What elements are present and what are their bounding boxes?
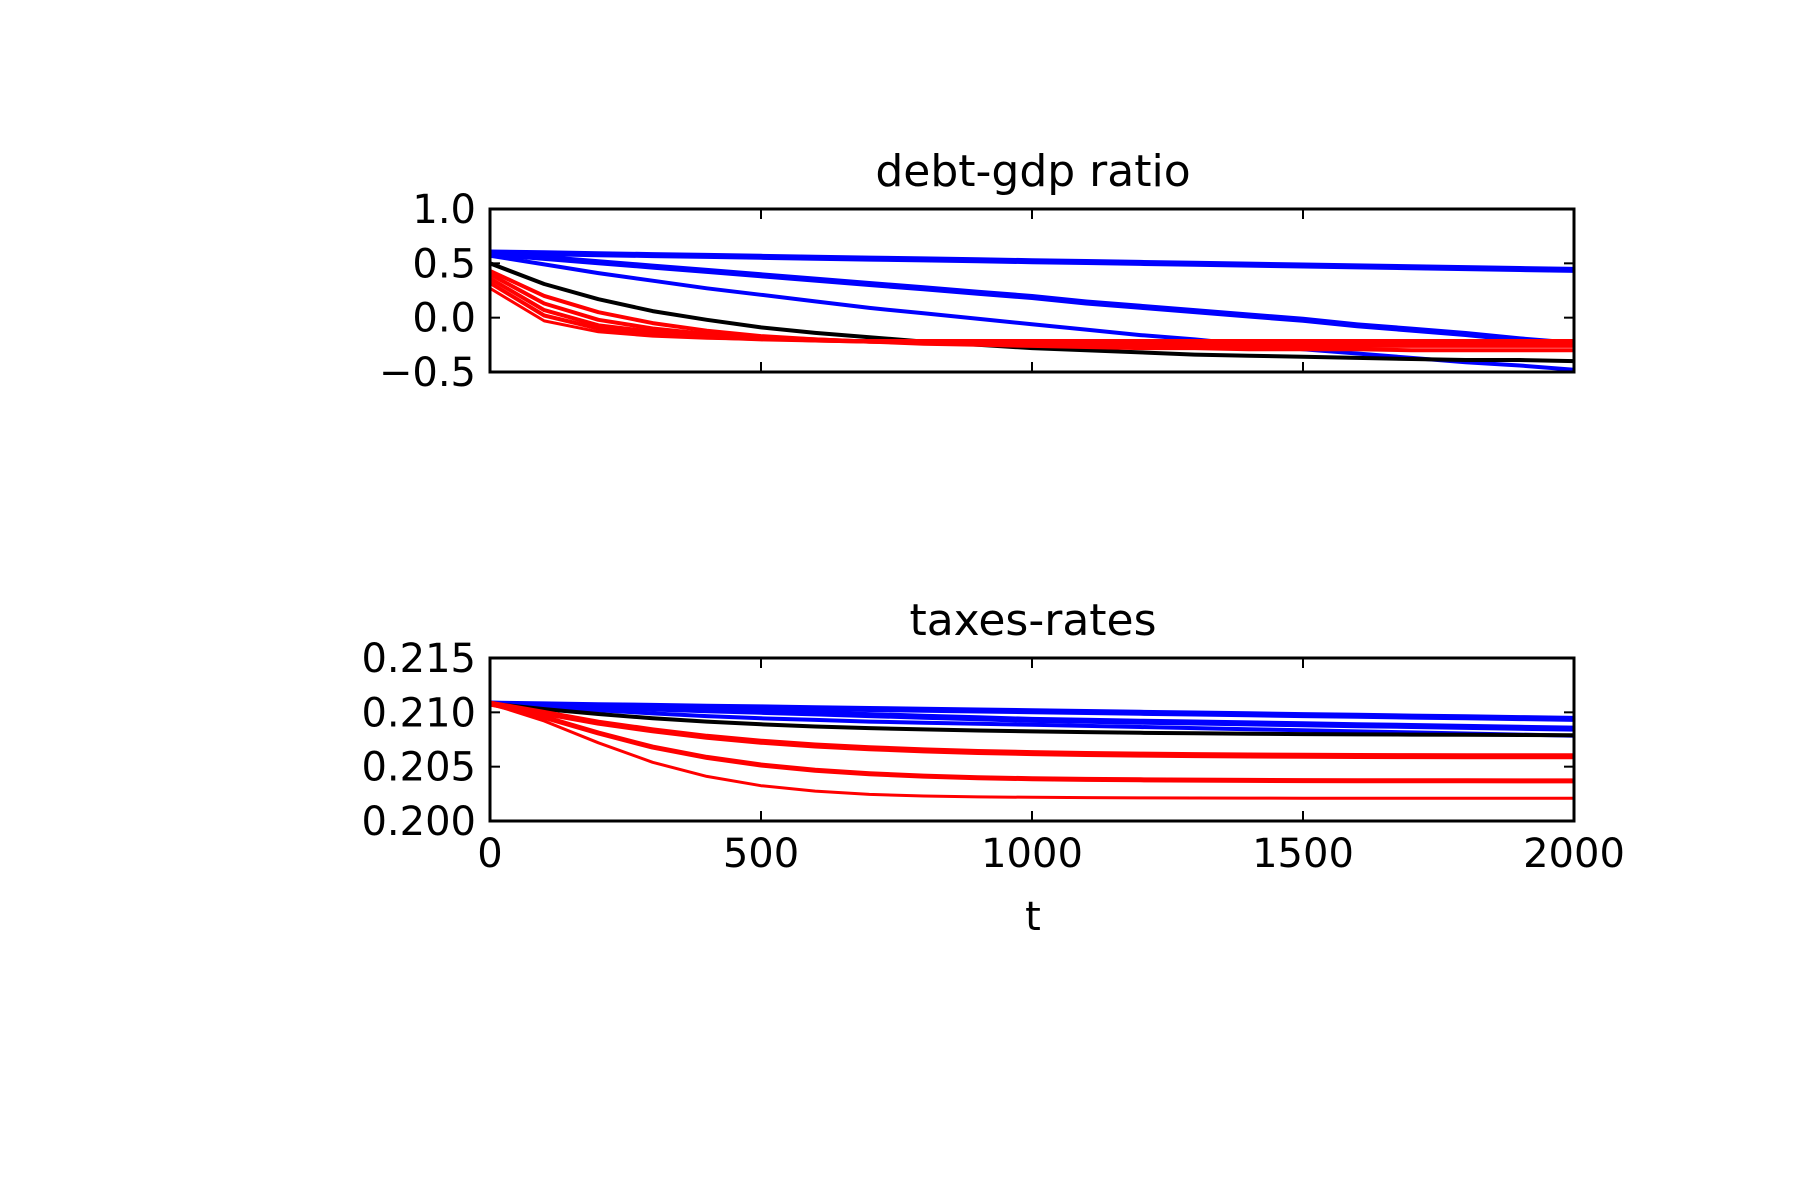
debt-gdp-y-tick-label: 1.0 <box>412 187 476 233</box>
debt-gdp-series-line-1 <box>490 249 1574 273</box>
taxes-rates-x-tick-label: 0 <box>477 831 502 877</box>
taxes-rates-ticks: 0 500 1000 1500 2000 0.200 0.205 0.210 0.215 <box>361 636 1624 877</box>
debt-gdp-y-tick-label: 0.0 <box>412 296 476 342</box>
debt-gdp-series-line-5 <box>490 269 1574 353</box>
debt-gdp-axes-frame <box>488 207 1576 374</box>
taxes-rates-series-line-3 <box>490 701 1574 738</box>
debt-gdp-title: debt-gdp ratio <box>875 146 1190 197</box>
taxes-rates-axes-frame <box>488 656 1576 823</box>
taxes-rates-title: taxes-rates <box>909 595 1156 646</box>
debt-gdp-series-line-9 <box>490 287 1574 342</box>
debt-gdp-y-tick-label: 0.5 <box>412 241 476 287</box>
taxes-rates-x-tick-label: 1000 <box>981 831 1083 877</box>
taxes-rates-series-group <box>490 700 1574 800</box>
taxes-rates-series-line-6 <box>490 701 1574 784</box>
taxes-rates-x-tick-label: 1500 <box>1252 831 1354 877</box>
taxes-rates-x-tick-label: 2000 <box>1523 831 1625 877</box>
debt-gdp-series-group <box>490 249 1574 372</box>
debt-gdp-series-line-2 <box>490 250 1574 347</box>
taxes-rates-x-tick-label: 500 <box>723 831 799 877</box>
debt-gdp-series-line-4 <box>490 261 1574 364</box>
taxes-rates-y-tick-label: 0.205 <box>361 745 476 791</box>
taxes-rates-series-line-2 <box>490 700 1574 732</box>
taxes-rates-y-tick-label: 0.215 <box>361 636 476 682</box>
debt-gdp-ticks: −0.5 0.0 0.5 1.0 <box>379 187 1575 396</box>
taxes-rates-series-line-7 <box>490 702 1574 800</box>
debt-gdp-series-line-3 <box>490 253 1574 372</box>
taxes-rates-series-line-5 <box>490 700 1574 760</box>
taxes-rates-y-tick-label: 0.200 <box>361 799 476 845</box>
x-axis-label: t <box>1025 894 1041 940</box>
debt-gdp-subplot: debt-gdp ratio −0.5 0.0 0.5 1.0 <box>379 146 1576 396</box>
taxes-rates-series-line-4 <box>490 701 1574 738</box>
taxes-rates-y-tick-label: 0.210 <box>361 690 476 736</box>
taxes-rates-subplot: taxes-rates 0 500 1000 1500 2000 0.200 0.205 0.… <box>361 595 1624 940</box>
debt-gdp-y-tick-label: −0.5 <box>379 350 476 396</box>
